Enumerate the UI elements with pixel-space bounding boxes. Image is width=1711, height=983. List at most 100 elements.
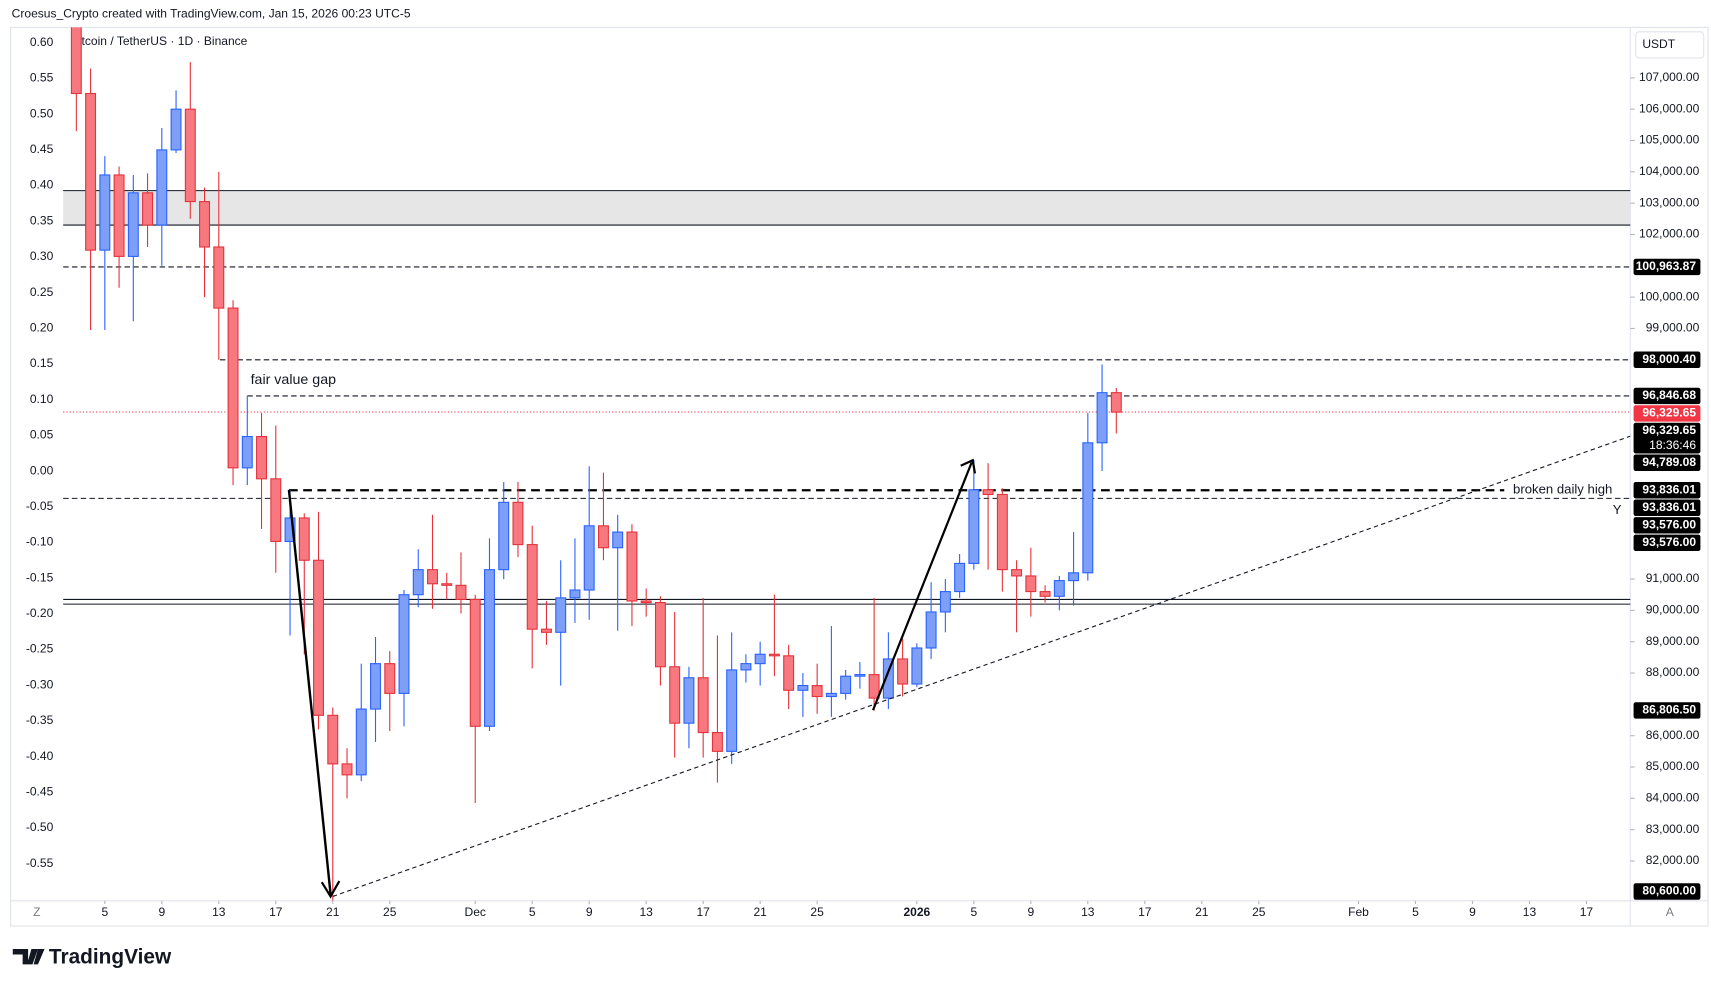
candle-body <box>270 478 282 543</box>
candle-body <box>398 594 410 694</box>
left-tick-label: -0.55 <box>26 856 54 870</box>
y-tick-label: 104,000.00 <box>1639 164 1700 178</box>
candle-body <box>683 677 695 724</box>
x-tick-label: 25 <box>383 905 397 919</box>
candle-body <box>512 501 524 546</box>
left-tick-label: 0.20 <box>30 320 54 334</box>
candle-body <box>498 501 510 571</box>
x-tick-label: 17 <box>696 905 710 919</box>
y-mark: Y <box>1613 502 1622 517</box>
candle-body <box>783 655 795 691</box>
candle-body <box>868 674 880 699</box>
broken-daily-high-label: broken daily high <box>1513 481 1612 496</box>
candle-body <box>797 685 809 691</box>
y-tick-label: 85,000.00 <box>1646 759 1700 773</box>
left-tick-label: 0.40 <box>30 178 54 192</box>
candle-body <box>199 201 211 248</box>
y-tick-label: 106,000.00 <box>1639 101 1700 115</box>
symbol-title: Bitcoin / TetherUS · 1D · Binance <box>71 34 248 48</box>
price-tag-label: 93,576.00 <box>1642 517 1696 531</box>
candle-body <box>754 653 766 665</box>
candle-body <box>142 192 154 226</box>
left-tick-label: -0.20 <box>26 606 54 620</box>
left-tick-label: 0.00 <box>30 463 54 477</box>
candle-body <box>184 108 196 203</box>
candle-body <box>1011 569 1023 577</box>
left-tick-label: -0.45 <box>26 785 54 799</box>
x-tick-label: 13 <box>1523 905 1537 919</box>
levels-layer <box>63 266 1631 499</box>
left-tick-label: -0.40 <box>26 749 54 763</box>
candle-body <box>127 192 139 257</box>
x-tick-label: 13 <box>639 905 653 919</box>
left-tick-label: 0.15 <box>30 356 54 370</box>
candle-body <box>370 663 381 710</box>
x-tick-label: 25 <box>1252 905 1266 919</box>
candle-body <box>925 611 937 649</box>
y-tick-label: 90,000.00 <box>1646 603 1700 617</box>
candle-body <box>384 663 396 694</box>
candle-body <box>355 708 367 776</box>
candle-body <box>583 525 595 591</box>
x-tick-label: 25 <box>810 905 824 919</box>
price-tag-label: 93,836.01 <box>1642 500 1696 514</box>
price-tag-label: 80,600.00 <box>1642 884 1696 898</box>
brand-icon <box>12 949 45 965</box>
x-tick-label: 9 <box>1027 905 1034 919</box>
currency: USDT <box>1642 37 1675 51</box>
candle-body <box>982 489 994 496</box>
candle-body <box>854 674 866 677</box>
price-tag <box>1633 454 1701 471</box>
y-tick-label: 105,000.00 <box>1639 133 1700 147</box>
x-tick-label: 21 <box>753 905 767 919</box>
candle-body <box>540 628 552 633</box>
price-tag-label: 100,963.87 <box>1636 259 1697 273</box>
left-tick-label: -0.25 <box>26 642 54 656</box>
candle-body <box>427 569 438 585</box>
price-tag <box>1633 482 1701 499</box>
x-tick-label: 17 <box>269 905 283 919</box>
y-tick-label: 103,000.00 <box>1639 195 1700 209</box>
left-tick-label: -0.35 <box>26 713 54 727</box>
fair-value-gap-label: fair value gap <box>251 372 337 388</box>
candle-body <box>441 583 453 586</box>
candle-body <box>213 246 225 309</box>
candle-body <box>897 658 909 685</box>
price-tag <box>1633 258 1701 276</box>
y-tick-label: 88,000.00 <box>1646 665 1700 679</box>
price-tag <box>1633 883 1701 900</box>
left-tick-label: -0.10 <box>26 535 54 549</box>
x-tick-label: Dec <box>465 905 486 919</box>
left-tick-label: 0.30 <box>30 249 54 263</box>
candle-body <box>612 531 624 549</box>
candle-body <box>1096 392 1108 444</box>
left-tick-label: 0.25 <box>30 285 54 299</box>
candle-body <box>70 27 82 95</box>
brand-logo: TradingView <box>12 945 172 968</box>
candle-body <box>284 517 296 543</box>
candle-body <box>1053 580 1065 597</box>
currency-box[interactable] <box>1635 31 1705 59</box>
right-corner-button[interactable]: A <box>1666 905 1675 919</box>
y-tick-label: 82,000.00 <box>1646 853 1700 867</box>
candle-body <box>85 92 97 251</box>
price-tag <box>1633 422 1701 454</box>
left-tick-label: 0.55 <box>30 71 54 85</box>
x-tick-label: 2026 <box>903 905 930 919</box>
candle-body <box>483 569 495 727</box>
left-corner-button[interactable]: Z <box>33 905 40 919</box>
x-tick-label: 21 <box>1195 905 1209 919</box>
candle-body <box>313 559 325 716</box>
candles-layer <box>70 27 1122 901</box>
candle-body <box>113 174 125 257</box>
candle-body <box>156 149 168 226</box>
up-arrow <box>872 462 973 711</box>
y-tick-label: 107,000.00 <box>1639 70 1700 84</box>
candle-body <box>469 598 481 727</box>
candle-body <box>1025 575 1037 593</box>
left-tick-label: 0.50 <box>30 106 54 120</box>
candle-body <box>840 675 852 694</box>
price-tag <box>1633 534 1701 552</box>
trend-line <box>332 435 1631 897</box>
